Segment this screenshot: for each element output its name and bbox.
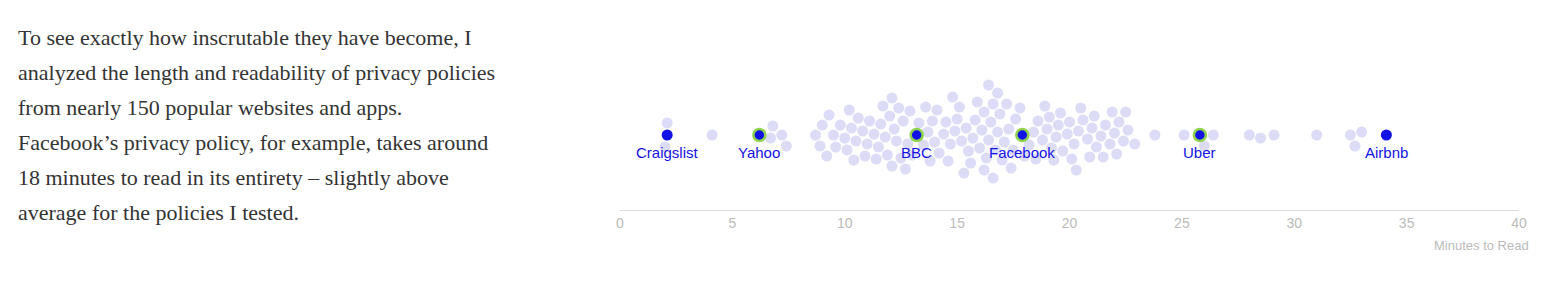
svg-text:0: 0 [616, 215, 624, 231]
svg-text:Minutes to Read: Minutes to Read [1434, 238, 1529, 253]
svg-text:40: 40 [1511, 215, 1527, 231]
html-text:To see exactly how inscrutable: To see exactly how inscrutable they have… [18, 25, 496, 225]
svg-text:30: 30 [1286, 215, 1302, 231]
svg-text:20: 20 [1062, 215, 1078, 231]
svg-text:Facebook: Facebook [989, 144, 1055, 161]
svg-text:5: 5 [728, 215, 736, 231]
svg-text:15: 15 [949, 215, 965, 231]
svg-text:BBC: BBC [901, 144, 932, 161]
svg-text:Craigslist: Craigslist [636, 144, 699, 161]
svg-text:Uber: Uber [1183, 144, 1216, 161]
svg-text:35: 35 [1399, 215, 1415, 231]
svg-text:25: 25 [1174, 215, 1190, 231]
svg-text:Yahoo: Yahoo [738, 144, 780, 161]
svg-text:Airbnb: Airbnb [1365, 144, 1408, 161]
svg-text:10: 10 [837, 215, 853, 231]
